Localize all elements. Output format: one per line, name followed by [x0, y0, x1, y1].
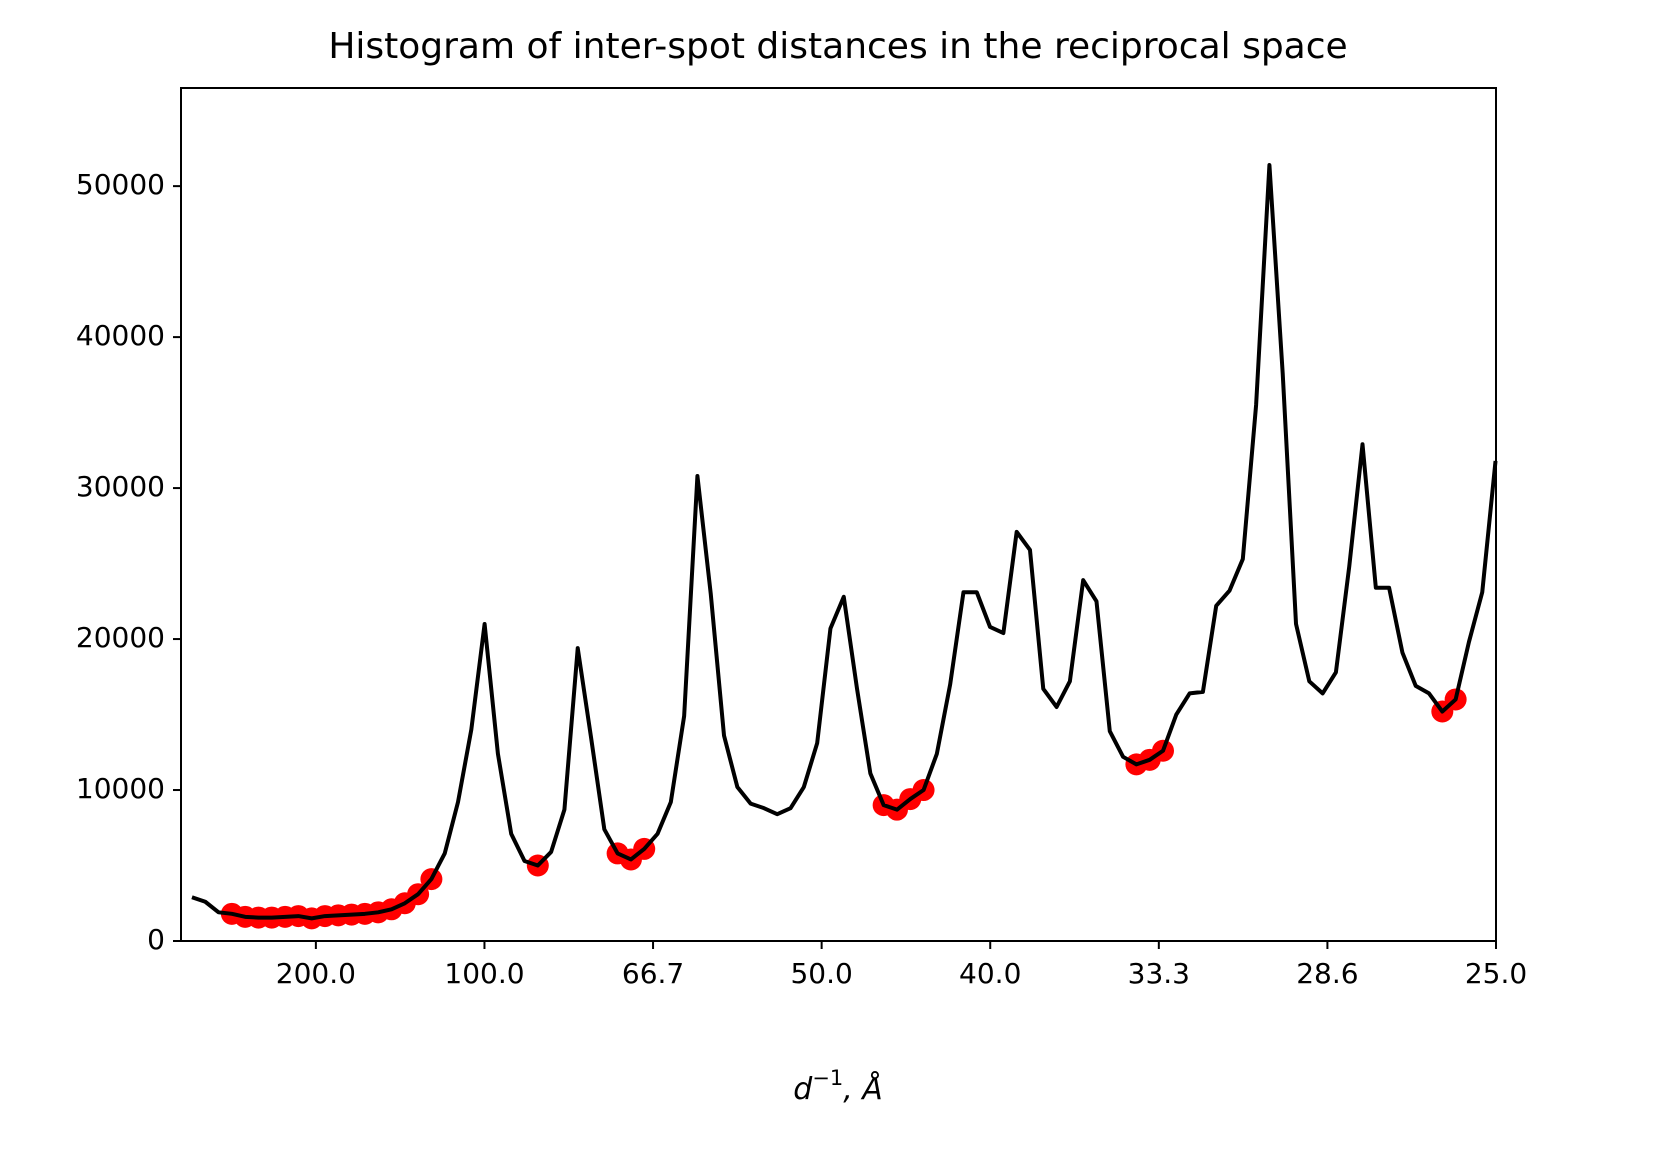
y-tick-label: 0: [147, 923, 165, 956]
y-tick-label: 30000: [76, 470, 165, 503]
y-tick-label: 10000: [76, 772, 165, 805]
x-tick-label: 25.0: [1465, 957, 1527, 990]
y-tick-label: 50000: [76, 168, 165, 201]
data-line: [191, 163, 1498, 921]
plot-frame: [180, 87, 1497, 942]
x-label-base: d: [793, 1072, 813, 1107]
x-tick-label: 50.0: [790, 957, 852, 990]
x-tick-label: 33.3: [1128, 957, 1190, 990]
x-tick-label: 40.0: [959, 957, 1021, 990]
x-label-rest: , Å: [843, 1071, 883, 1107]
chart-title: Histogram of inter-spot distances in the…: [328, 26, 1347, 67]
x-label-sup: −1: [812, 1066, 843, 1090]
x-axis-label: d−1, Å: [793, 1066, 883, 1107]
x-tick-label: 100.0: [444, 957, 524, 990]
x-tick-label: 28.6: [1296, 957, 1358, 990]
x-tick-label: 66.7: [622, 957, 684, 990]
y-tick-label: 40000: [76, 319, 165, 352]
y-tick-label: 20000: [76, 621, 165, 654]
x-tick-label: 200.0: [276, 957, 356, 990]
